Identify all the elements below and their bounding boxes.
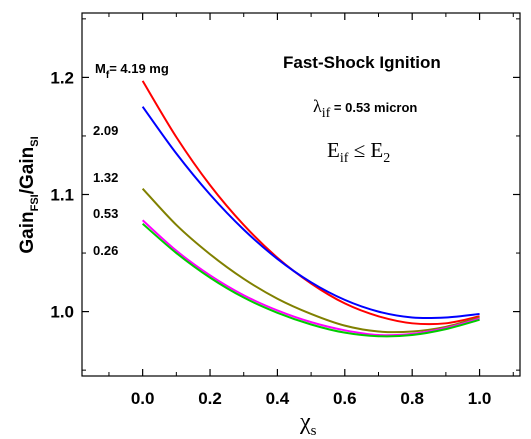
wavelength-annotation: λif = 0.53 micron [313, 96, 417, 121]
x-tick-label: 1.0 [468, 389, 492, 408]
x-tick-label: 0.6 [333, 389, 357, 408]
y-axis-label: GainFSI/GainSI [17, 136, 41, 253]
series-label-2-09: 2.09 [93, 123, 118, 138]
axis-ticks [82, 13, 520, 376]
y-tick-label: 1.2 [50, 68, 74, 87]
x-axis-label: χs [299, 409, 317, 439]
series-line-1-32 [141, 187, 480, 334]
series-label-0-26: 0.26 [93, 243, 118, 258]
series-label-1-32: 1.32 [93, 170, 118, 185]
series-label-4-19: Mf= 4.19 mg [95, 61, 169, 81]
chart-title: Fast-Shock Ignition [283, 53, 441, 72]
x-tick-label: 0.4 [266, 389, 290, 408]
series-line-0-26 [141, 223, 480, 338]
y-tick-label: 1.1 [50, 186, 74, 205]
energy-annotation: Eif ≤ E2 [327, 138, 390, 166]
x-tick-label: 0.0 [131, 389, 155, 408]
series-line-0-53 [141, 219, 480, 337]
series-line-4-19 [141, 80, 480, 326]
series-lines [141, 80, 480, 338]
y-tick-label: 1.0 [50, 303, 74, 322]
series-label-0-53: 0.53 [93, 206, 118, 221]
axis-tick-labels: 0.0 0.2 0.4 0.6 0.8 1.0 1.0 1.1 1.2 [50, 68, 491, 408]
x-tick-label: 0.2 [198, 389, 222, 408]
x-tick-label: 0.8 [400, 389, 424, 408]
series-line-2-09 [141, 106, 480, 320]
